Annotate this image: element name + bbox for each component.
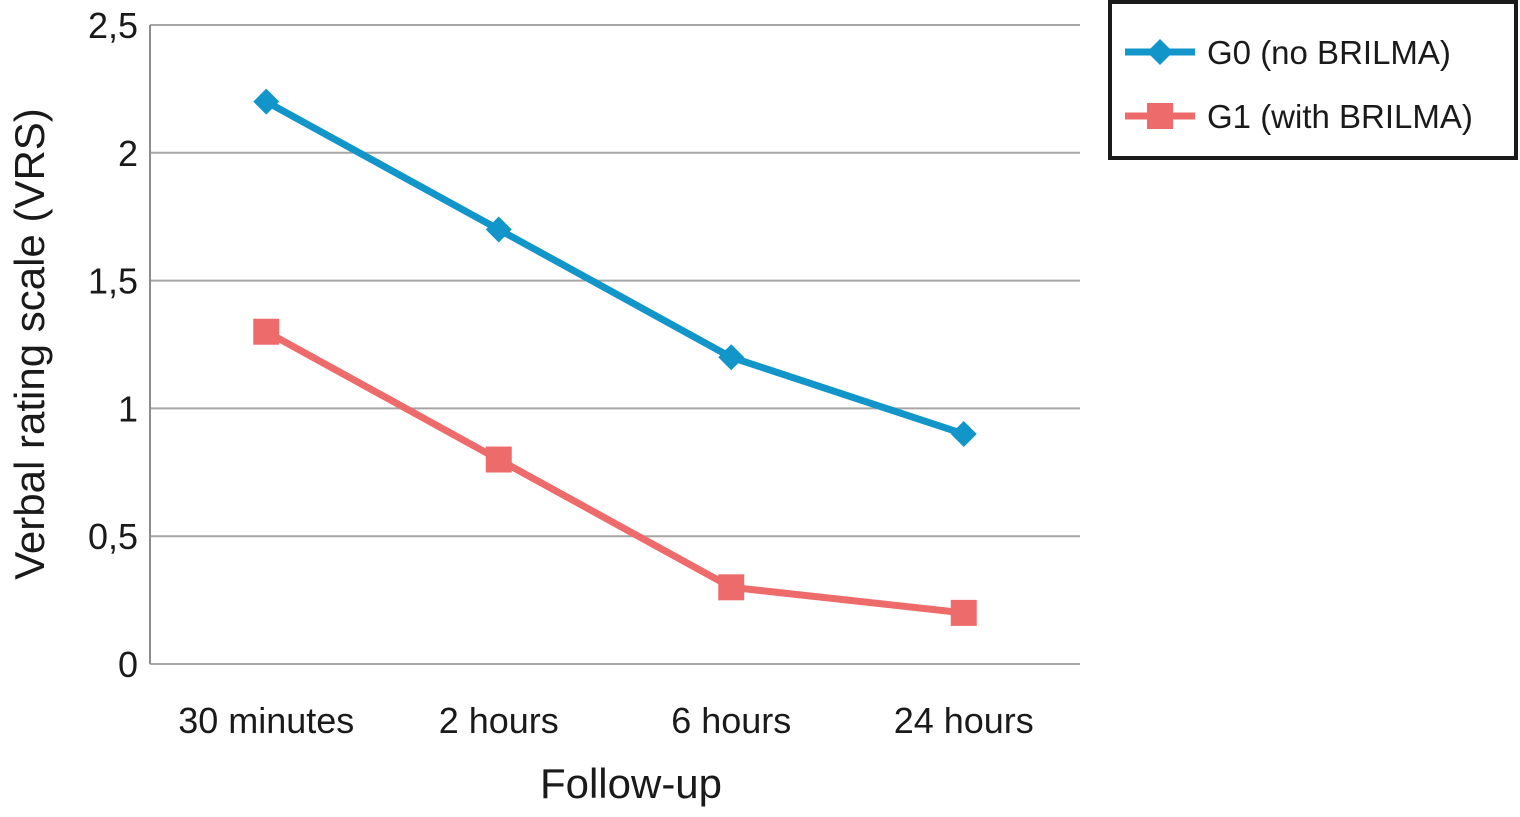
data-point bbox=[253, 88, 280, 115]
legend-items: G0 (no BRILMA) G1 (with BRILMA) bbox=[1125, 34, 1473, 135]
series-line bbox=[264, 98, 965, 438]
series-0 bbox=[253, 88, 977, 447]
y-axis-title: Verbal rating scale (VRS) bbox=[6, 108, 53, 580]
x-tick-label: 24 hours bbox=[894, 700, 1034, 741]
y-tick-label: 1 bbox=[118, 388, 138, 429]
legend-label: G1 (with BRILMA) bbox=[1207, 98, 1473, 135]
data-point bbox=[950, 599, 977, 626]
y-tick-labels: 0 0,5 1 1,5 2 2,5 bbox=[88, 5, 138, 685]
y-tick-label: 2,5 bbox=[88, 5, 138, 46]
data-point bbox=[253, 318, 280, 345]
x-axis-title: Follow-up bbox=[540, 760, 722, 807]
data-point bbox=[485, 216, 512, 243]
legend-marker bbox=[1147, 39, 1173, 65]
data-point bbox=[485, 446, 512, 473]
gridlines bbox=[149, 24, 1080, 665]
y-tick-label: 2 bbox=[118, 133, 138, 174]
series-lines bbox=[253, 88, 977, 626]
legend-item: G0 (no BRILMA) bbox=[1125, 34, 1451, 71]
legend-label: G0 (no BRILMA) bbox=[1207, 34, 1451, 71]
x-tick-label: 30 minutes bbox=[178, 700, 354, 741]
y-tick-label: 0,5 bbox=[88, 516, 138, 557]
x-tick-labels: 30 minutes 2 hours 6 hours 24 hours bbox=[178, 700, 1034, 741]
y-tick-label: 1,5 bbox=[88, 261, 138, 302]
legend-item: G1 (with BRILMA) bbox=[1125, 98, 1473, 135]
data-point bbox=[718, 344, 745, 371]
x-tick-label: 2 hours bbox=[439, 700, 559, 741]
data-point bbox=[718, 574, 745, 601]
legend-marker bbox=[1147, 103, 1173, 129]
legend: G0 (no BRILMA) G1 (with BRILMA) bbox=[1108, 0, 1518, 160]
legend-box bbox=[1108, 0, 1518, 160]
series-1 bbox=[253, 318, 977, 626]
x-tick-label: 6 hours bbox=[671, 700, 791, 741]
data-point bbox=[950, 420, 977, 447]
series-line bbox=[264, 328, 965, 617]
y-tick-label: 0 bbox=[118, 644, 138, 685]
